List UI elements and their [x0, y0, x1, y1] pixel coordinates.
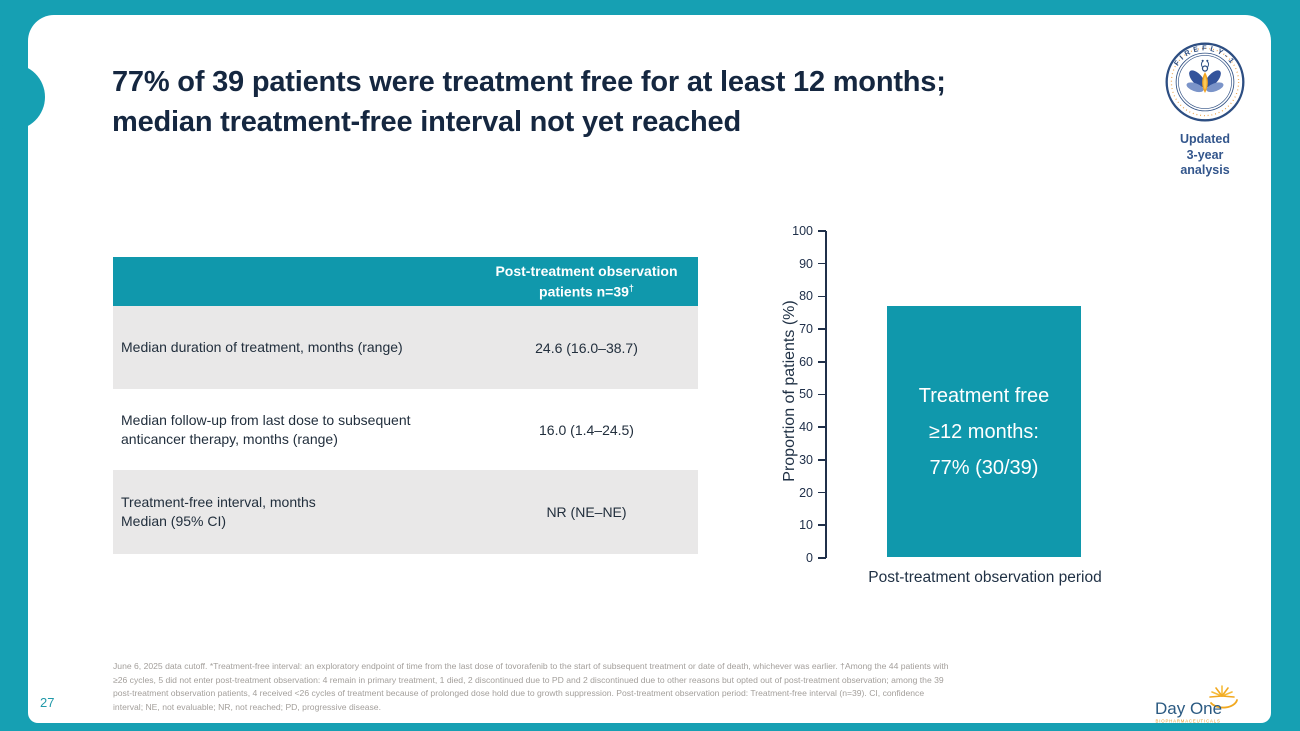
- ytick-mark: [818, 360, 826, 363]
- dayone-subtitle: BIOPHARMACEUTICALS: [1156, 719, 1221, 724]
- ytick-mark: [818, 230, 826, 232]
- table-row: Treatment-free interval, months Median (…: [113, 470, 698, 554]
- table-header-empty-cell: [113, 257, 475, 306]
- row-label: Median duration of treatment, months (ra…: [121, 339, 403, 355]
- ytick-label: 70: [799, 322, 813, 337]
- ytick-label: 20: [799, 485, 813, 500]
- ytick-label: 90: [799, 256, 813, 271]
- row-label: Treatment-free interval, months Median (…: [121, 494, 316, 529]
- sunburst-icon: [1209, 685, 1238, 709]
- y-axis-line: [825, 231, 827, 558]
- page-title: 77% of 39 patients were treatment free f…: [112, 66, 946, 138]
- table-header-text: Post-treatment observation patients n=39: [495, 262, 678, 300]
- ytick-mark: [818, 426, 826, 428]
- badge-caption: Updated 3-year analysis: [1180, 132, 1230, 177]
- dayone-logo: Day One BIOPHARMACEUTICALS: [1155, 683, 1245, 725]
- ytick-label: 60: [799, 354, 813, 369]
- row-value: 16.0 (1.4–24.5): [539, 421, 634, 438]
- bar-label: Treatment free ≥12 months: 77% (30/39): [918, 384, 1050, 479]
- firefly-logo-icon: FIREFLY-1: [1165, 42, 1245, 122]
- plot-area: Treatment free ≥12 months: 77% (30/39): [827, 231, 1137, 557]
- row-value: 24.6 (16.0–38.7): [535, 339, 638, 356]
- ytick-mark: [818, 524, 826, 526]
- ytick-label: 0: [806, 550, 813, 565]
- ytick-label: 30: [799, 452, 813, 467]
- table-header-row: Post-treatment observation patients n=39…: [113, 257, 698, 306]
- ytick-mark: [818, 557, 826, 559]
- x-axis-label: Post-treatment observation period: [868, 569, 1102, 586]
- row-label: Median follow-up from last dose to subse…: [121, 411, 411, 447]
- bar: Treatment free ≥12 months: 77% (30/39): [887, 306, 1081, 557]
- footnote: June 6, 2025 data cutoff. *Treatment-fre…: [113, 661, 949, 712]
- ytick-mark: [818, 459, 826, 461]
- ytick-label: 50: [799, 387, 813, 402]
- firefly-badge: FIREFLY-1 Updated 3-year analysis: [1163, 40, 1247, 179]
- page-number: 27: [40, 695, 55, 710]
- ytick-label: 40: [799, 420, 813, 435]
- ytick-mark: [818, 491, 826, 494]
- dayone-logo-icon: Day One BIOPHARMACEUTICALS: [1155, 685, 1238, 724]
- ytick-mark: [818, 262, 826, 265]
- table-row: Median follow-up from last dose to subse…: [113, 389, 698, 470]
- ytick-mark: [818, 393, 826, 396]
- ytick-mark: [818, 328, 826, 330]
- table-row: Median duration of treatment, months (ra…: [113, 306, 698, 389]
- dayone-name: Day One: [1155, 699, 1222, 718]
- y-axis-ticks: 100 90 80 70 60 50 40 30 20 10 0: [770, 222, 826, 567]
- table-header-label: Post-treatment observation patients n=39…: [475, 257, 698, 306]
- ytick-mark: [818, 295, 826, 298]
- ytick-label: 10: [799, 518, 813, 533]
- summary-table: Post-treatment observation patients n=39…: [113, 257, 698, 554]
- ytick-label: 100: [792, 224, 813, 238]
- table-header-superscript: †: [628, 282, 634, 293]
- row-value: NR (NE–NE): [546, 504, 627, 520]
- ytick-label: 80: [799, 289, 813, 304]
